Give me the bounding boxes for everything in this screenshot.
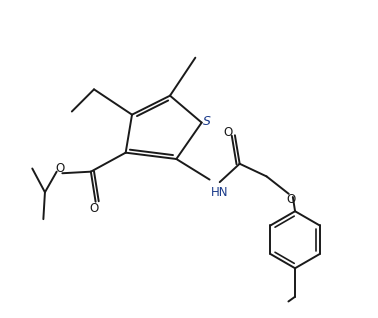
Text: O: O: [55, 162, 64, 175]
Text: S: S: [203, 114, 210, 128]
Text: HN: HN: [211, 186, 229, 199]
Text: O: O: [287, 193, 296, 206]
Text: O: O: [223, 126, 232, 139]
Text: O: O: [89, 202, 99, 215]
